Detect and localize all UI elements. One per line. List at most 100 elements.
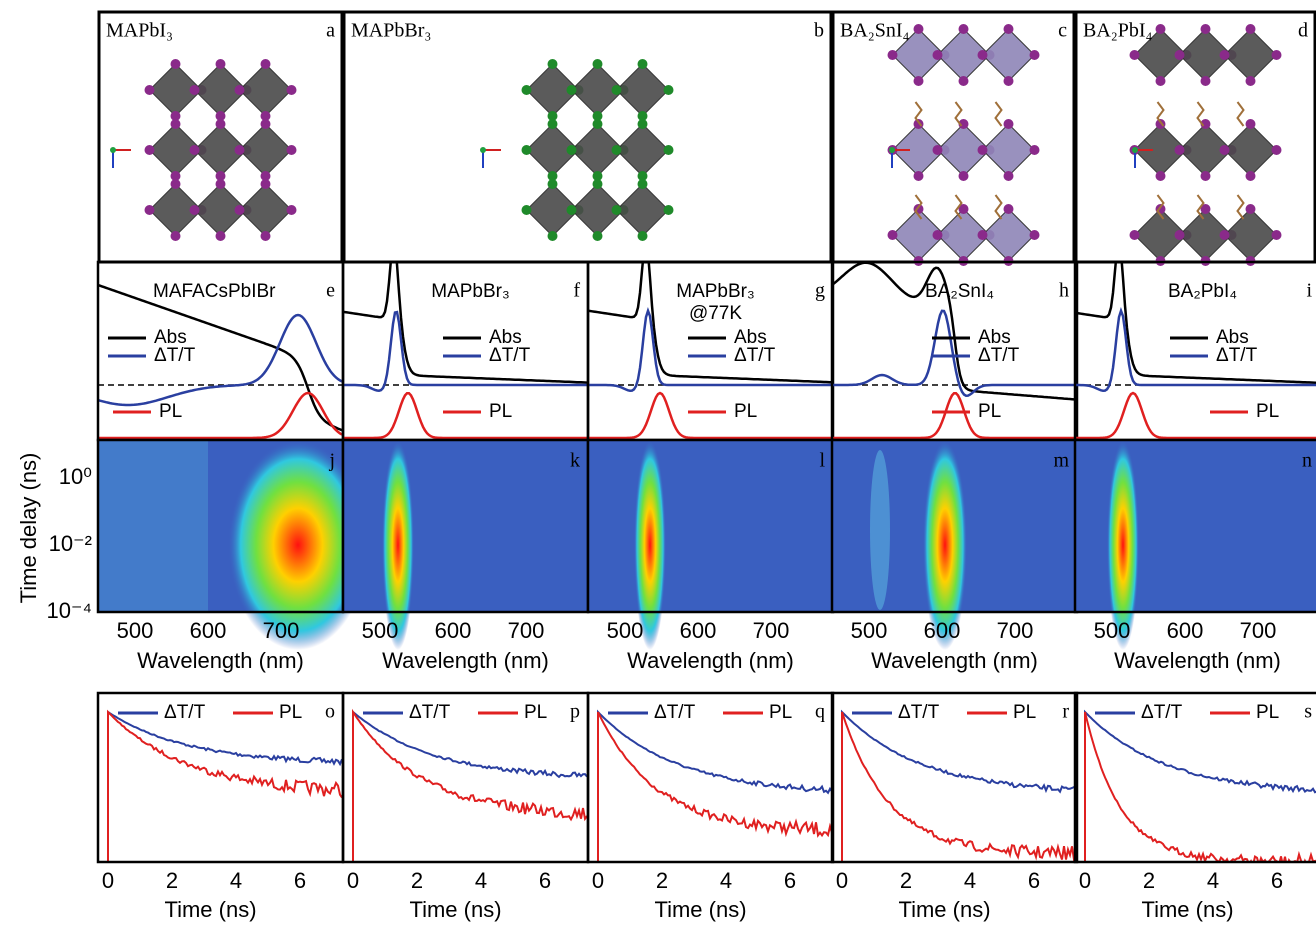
organic-chain — [914, 194, 923, 220]
atom — [286, 145, 297, 155]
atom — [215, 231, 226, 241]
spectrum-curves — [1075, 262, 1316, 440]
organic-chain — [994, 101, 1003, 127]
atom — [1219, 145, 1230, 155]
spectrum-curves — [343, 262, 588, 440]
atom — [286, 205, 297, 215]
x-tick-label: 500 — [607, 618, 644, 643]
atom — [1003, 24, 1014, 34]
legend-label: Abs — [489, 327, 522, 348]
pl-curve — [832, 392, 1076, 440]
kinetic-curves — [597, 709, 833, 862]
atom — [286, 85, 297, 95]
x-tick-label: 6 — [1028, 868, 1040, 893]
x-tick-label: 700 — [753, 618, 790, 643]
atom — [215, 171, 226, 181]
x-tick-label: 0 — [836, 868, 848, 893]
panel-letter: g — [815, 280, 825, 302]
organic-chain — [1196, 101, 1205, 127]
atom — [170, 231, 181, 241]
kinetic-curves — [352, 708, 588, 862]
panel-letter: b — [814, 20, 824, 42]
kinetic-frame — [586, 691, 835, 864]
panel-letter: c — [1058, 20, 1067, 42]
atom — [1200, 24, 1211, 34]
x-tick-label: 500 — [851, 618, 888, 643]
pl-trace — [352, 708, 588, 862]
atom — [1129, 230, 1140, 240]
atom — [913, 24, 924, 34]
x-tick-label: 600 — [190, 618, 227, 643]
pl-curve — [1075, 391, 1316, 440]
spectrum-curves — [588, 262, 833, 440]
atom — [260, 59, 271, 69]
atom — [170, 119, 181, 129]
x-axis-label: Wavelength (nm) — [871, 648, 1038, 673]
atom — [1003, 204, 1014, 214]
pl-curve — [343, 392, 587, 440]
atom — [144, 205, 155, 215]
x-tick-label: 2 — [1143, 868, 1155, 893]
atom — [592, 111, 603, 121]
dtt-curve — [588, 306, 832, 392]
atom — [170, 179, 181, 189]
panel-letter: p — [570, 701, 580, 723]
atom — [611, 145, 622, 155]
legend-label: Abs — [734, 327, 767, 348]
map-signal — [228, 440, 368, 650]
legend-label: ΔT/T — [164, 702, 206, 723]
dtt-trace — [107, 710, 343, 862]
atom — [1003, 76, 1014, 86]
x-tick-label: 600 — [1167, 618, 1204, 643]
panel-letter: o — [325, 701, 335, 723]
atom — [189, 85, 200, 95]
abs-curve — [832, 262, 1077, 401]
atom — [215, 119, 226, 129]
atom — [170, 171, 181, 181]
pl-curve — [98, 391, 343, 440]
panel-letter: l — [819, 450, 825, 472]
axis-origin — [110, 147, 116, 153]
y-tick-label: 10⁻⁴ — [46, 598, 92, 623]
x-tick-label: 600 — [924, 618, 961, 643]
atom — [663, 205, 674, 215]
legend-label: PL — [978, 401, 1001, 422]
legend-label: ΔT/T — [489, 345, 531, 366]
organic-chain — [994, 194, 1003, 220]
organic-chain — [1196, 194, 1205, 220]
abs-curve — [1075, 262, 1316, 385]
x-tick-label: 2 — [411, 868, 423, 893]
atom — [189, 145, 200, 155]
pl-trace — [107, 709, 343, 862]
atom — [592, 171, 603, 181]
organic-chain — [954, 101, 963, 127]
legend-label: ΔT/T — [734, 345, 776, 366]
x-tick-label: 0 — [1079, 868, 1091, 893]
atom — [1129, 50, 1140, 60]
x-tick-label: 700 — [263, 618, 300, 643]
atom — [1219, 50, 1230, 60]
atom — [932, 230, 943, 240]
spectrum-title: MAPbBr₃ — [676, 281, 754, 302]
atom — [260, 171, 271, 181]
atom — [260, 231, 271, 241]
x-tick-label: 700 — [997, 618, 1034, 643]
atom — [215, 59, 226, 69]
atom — [1271, 50, 1282, 60]
spectrum-title: MAFACsPbIBr — [153, 281, 276, 302]
organic-chain — [1236, 101, 1245, 127]
atom — [932, 145, 943, 155]
atom — [592, 59, 603, 69]
atom — [1271, 230, 1282, 240]
atom — [1219, 230, 1230, 240]
legend-label: PL — [734, 401, 757, 422]
atom — [1029, 50, 1040, 60]
pl-trace — [841, 711, 1077, 862]
legend-label: PL — [524, 702, 547, 723]
dtt-curve — [1075, 306, 1316, 392]
kinetic-frame — [96, 691, 345, 864]
atom — [234, 85, 245, 95]
x-axis-label: Time (ns) — [898, 897, 990, 922]
atom — [1245, 171, 1256, 181]
atom — [663, 85, 674, 95]
